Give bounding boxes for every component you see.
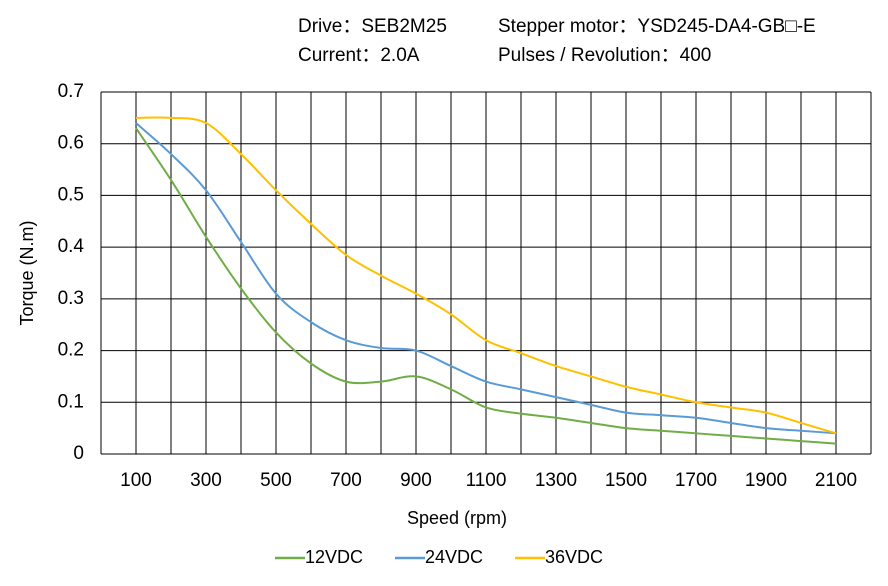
y-tick-label: 0.3: [58, 288, 84, 309]
annotation: Drive：SEB2M25: [298, 16, 447, 37]
y-tick-label: 0.4: [58, 236, 85, 257]
x-axis-title: Speed (rpm): [407, 508, 507, 528]
y-tick-label: 0: [73, 443, 84, 464]
x-tick-label: 1700: [675, 470, 717, 491]
y-tick-label: 0.6: [58, 133, 84, 154]
legend-label: 36VDC: [545, 547, 603, 567]
x-tick-label: 2100: [815, 470, 857, 491]
x-tick-label: 500: [260, 470, 292, 491]
x-tick-label: 300: [190, 470, 222, 491]
x-tick-label: 700: [330, 470, 362, 491]
x-tick-label: 100: [120, 470, 152, 491]
y-tick-label: 0.5: [58, 184, 84, 205]
annotation: Stepper motor：YSD245-DA4-GB□-E: [498, 16, 816, 37]
annotation: Current：2.0A: [298, 45, 420, 66]
series-line: [135, 116, 837, 435]
y-tick-label: 0.1: [58, 391, 84, 412]
x-tick-label: 900: [400, 470, 432, 491]
x-tick-label: 1100: [466, 470, 507, 491]
y-tick-label: 0.7: [58, 81, 84, 102]
y-axis-title: Torque (N.m): [17, 220, 37, 325]
series-line: [135, 127, 837, 445]
x-tick-label: 1300: [535, 470, 577, 491]
x-tick-label: 1500: [605, 470, 647, 491]
legend-label: 12VDC: [305, 547, 363, 567]
series-line: [135, 122, 837, 435]
annotation: Pulses / Revolution：400: [498, 45, 711, 66]
legend-label: 24VDC: [425, 547, 483, 567]
y-tick-label: 0.2: [58, 340, 84, 361]
x-tick-label: 1900: [745, 470, 787, 491]
